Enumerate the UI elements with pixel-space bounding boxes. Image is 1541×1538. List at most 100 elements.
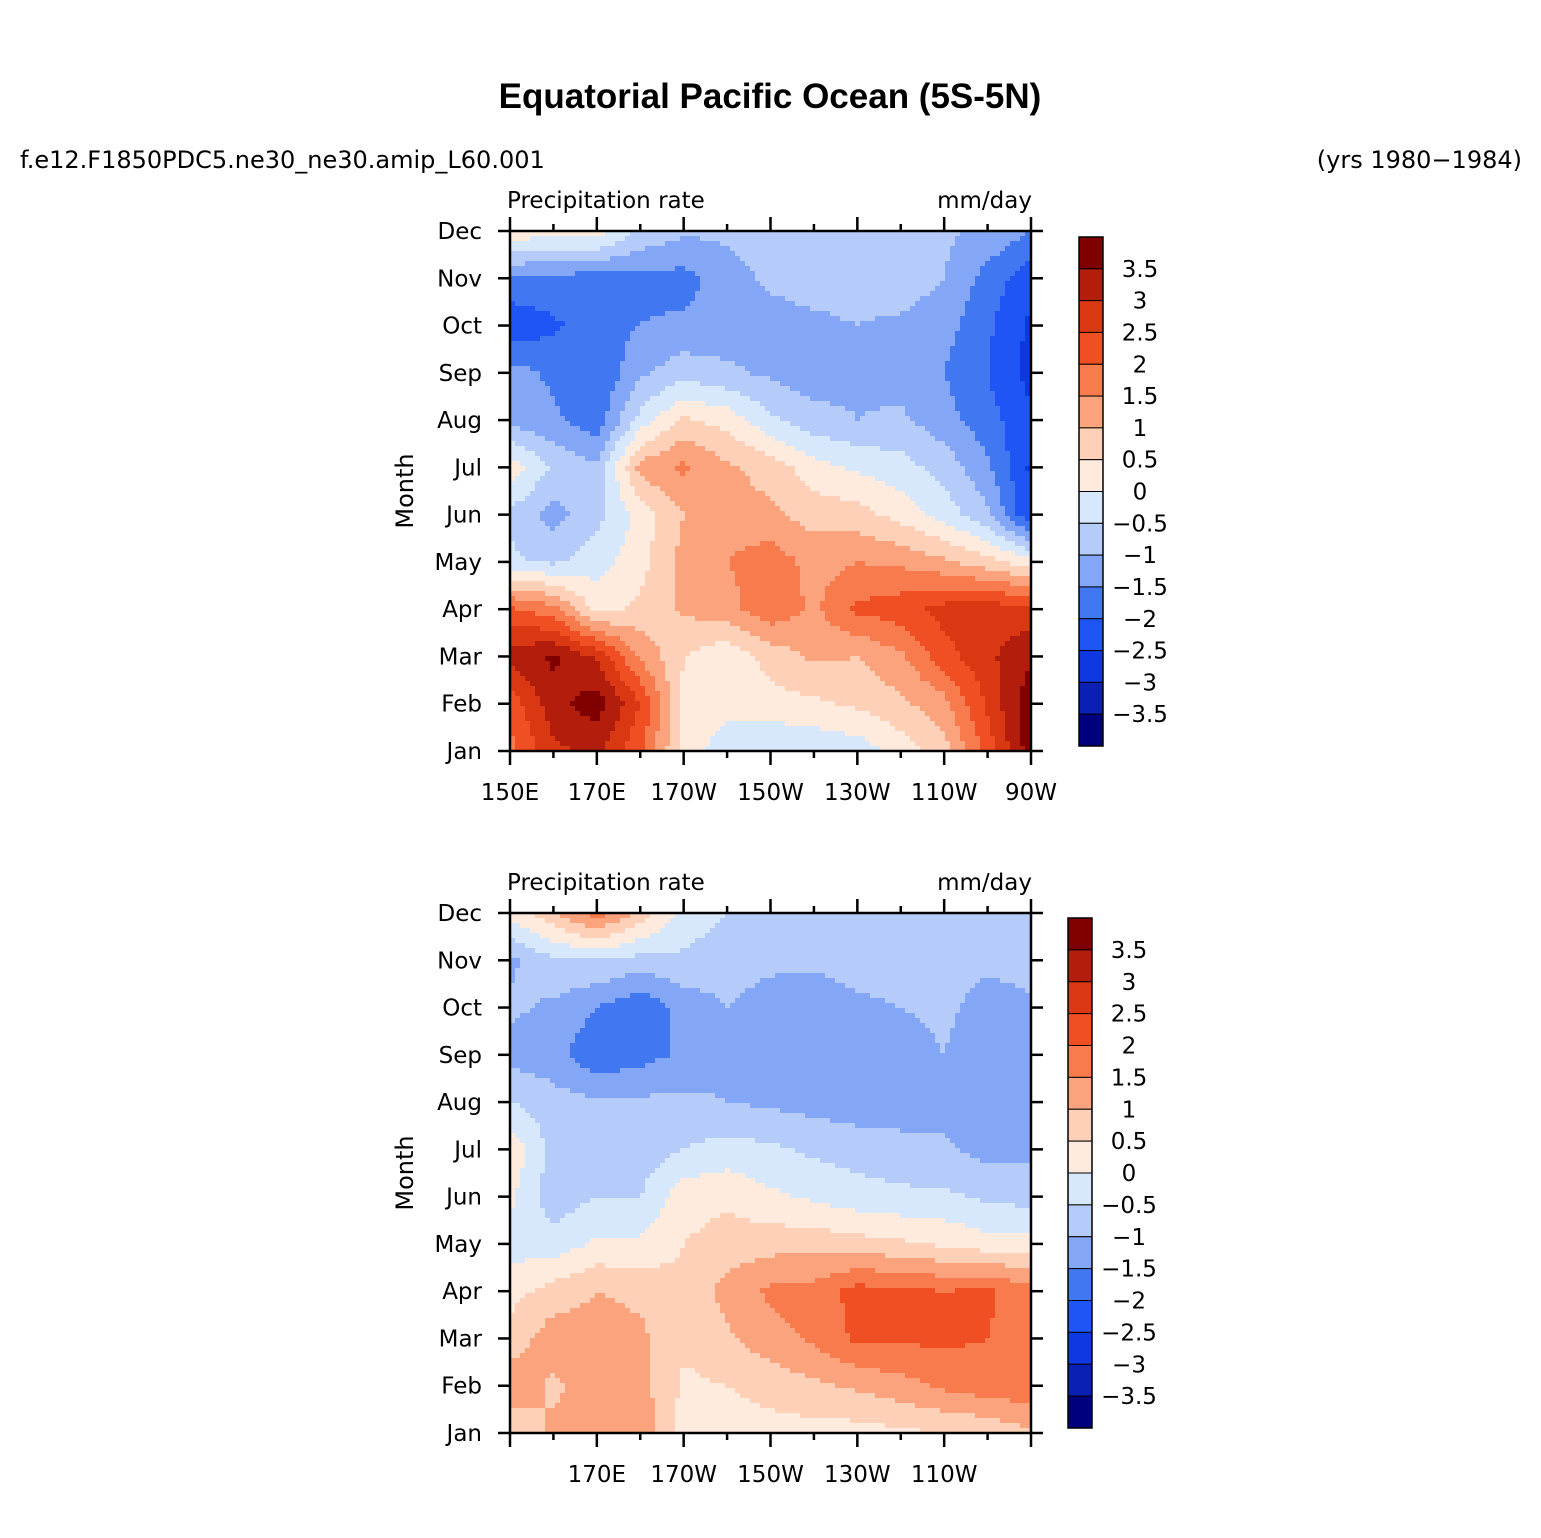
colorbar-label: −3.5 [1112,702,1168,728]
y-tick-label: Feb [441,692,482,718]
y-tick-label: Dec [437,901,482,927]
colorbar-label: 0 [1133,480,1148,506]
colorbar-box [1067,917,1093,951]
y-tick-label: Aug [437,1090,482,1116]
colorbar-box [1078,650,1104,683]
colorbar-box [1067,1013,1093,1046]
x-tick-label: 130W [824,780,891,806]
colorbar-box [1078,300,1104,333]
colorbar-box [1078,681,1104,715]
colorbar-label: 0.5 [1111,1129,1148,1155]
colorbar-label: 1 [1133,416,1148,442]
colorbar-label: 1 [1122,1097,1137,1123]
y-axis-label: Month [391,453,419,528]
y-tick-label: Nov [437,266,482,292]
colorbar-box [1067,1300,1093,1333]
colorbar: 3.5 3 2.5 2 1.5 1 0.5 0 −0.5 −1 −1.5 −2 −2.5 −3 −3.5 [1067,917,1157,1429]
colorbar-box [1067,1236,1093,1270]
axes: Jan Feb Mar Apr May Jun Jul Aug Sep Oct Nov Dec 150E… [434,217,1057,806]
colorbar-box [1067,1172,1093,1206]
left-label: Precipitation rate [507,188,705,214]
colorbar-box [1067,1204,1093,1238]
colorbar-box [1078,522,1104,556]
colorbar-label: 2.5 [1111,1002,1148,1028]
colorbar-label: −3.5 [1101,1384,1157,1410]
colorbar-label: −1.5 [1112,575,1168,601]
colorbar-label: 2.5 [1122,320,1159,346]
colorbar-label: −2 [1123,607,1157,633]
colorbar-label: 0.5 [1122,448,1159,474]
colorbar-box [1078,586,1104,620]
y-tick-label: May [434,550,482,576]
right-label: mm/day [937,188,1032,214]
colorbar-box [1067,1268,1093,1301]
years-label: (yrs 1980−1984) [1317,146,1522,174]
x-tick-label: 110W [911,780,978,806]
colorbar-label: 3.5 [1111,938,1148,964]
colorbar-box [1078,236,1104,270]
figure-title: Equatorial Pacific Ocean (5S-5N) [499,77,1042,116]
colorbar-box [1067,949,1093,983]
right-label: mm/day [937,870,1032,896]
colorbar-box [1067,1076,1093,1110]
y-tick-label: Jun [444,1185,482,1211]
left-label: Precipitation rate [507,870,705,896]
colorbar-label: 3.5 [1122,257,1159,283]
y-tick-label: Nov [437,948,482,974]
y-tick-label: Oct [442,314,482,340]
y-tick-label: Mar [439,1326,483,1352]
colorbar-box [1078,713,1104,747]
colorbar-label: −1 [1112,1225,1146,1251]
colorbar-box [1078,427,1104,461]
colorbar-box [1078,459,1104,492]
heatmap-panel-gpcp: Precipitation rate mm/day Month Jan Feb Ma… [391,870,1157,1488]
heatmap-panel-model: Precipitation rate mm/day Month Jan Feb Ma… [391,188,1168,806]
y-tick-label: Oct [442,996,482,1022]
y-axis-label: Month [391,1135,419,1210]
colorbar-label: −0.5 [1101,1193,1157,1219]
heatmap-cells [510,913,1031,1433]
colorbar-label: 2 [1122,1034,1137,1060]
x-tick-label: 150E [481,780,539,806]
colorbar-box [1067,1108,1093,1142]
colorbar-box [1078,268,1104,302]
y-tick-label: Jul [452,1137,482,1163]
colorbar-box [1067,1331,1093,1365]
x-tick-label: 170E [568,1462,626,1488]
y-tick-label: Mar [439,644,483,670]
colorbar-box [1067,1395,1093,1429]
colorbar-box [1078,331,1104,365]
colorbar-label: −2.5 [1101,1320,1157,1346]
heatmap-cells [510,231,1031,751]
y-tick-label: Jul [452,455,482,481]
colorbar-label: −0.5 [1112,511,1168,537]
colorbar-box [1067,1363,1093,1397]
colorbar-label: 1.5 [1111,1065,1148,1091]
contour-fill [510,231,1031,751]
x-tick-label: 150W [737,1462,804,1488]
colorbar-label: 3 [1122,970,1137,996]
colorbar-label: −1.5 [1101,1257,1157,1283]
axes: Jan Feb Mar Apr May Jun Jul Aug Sep Oct Nov Dec 170E… [434,899,1043,1488]
colorbar-label: −1 [1123,543,1157,569]
contour-fill [510,913,1031,1433]
colorbar-label: 2 [1133,352,1148,378]
colorbar: 3.5 3 2.5 2 1.5 1 0.5 0 −0.5 −1 −1.5 −2 −2.5 −3 −3.5 [1078,236,1168,747]
y-tick-label: Apr [442,597,482,623]
colorbar-box [1067,1045,1093,1078]
x-tick-label: 150W [737,780,804,806]
y-tick-label: Sep [439,1043,482,1069]
colorbar-label: 1.5 [1122,384,1159,410]
colorbar-label: −3 [1123,670,1157,696]
y-tick-label: Dec [437,219,482,245]
colorbar-box [1067,1140,1093,1174]
y-tick-label: Apr [442,1279,482,1305]
colorbar-label: 0 [1122,1161,1137,1187]
x-tick-label: 110W [911,1462,978,1488]
colorbar-label: −2 [1112,1289,1146,1315]
colorbar-box [1078,395,1104,429]
x-tick-label: 170W [650,780,717,806]
colorbar-label: −3 [1112,1352,1146,1378]
x-tick-label: 170W [650,1462,717,1488]
